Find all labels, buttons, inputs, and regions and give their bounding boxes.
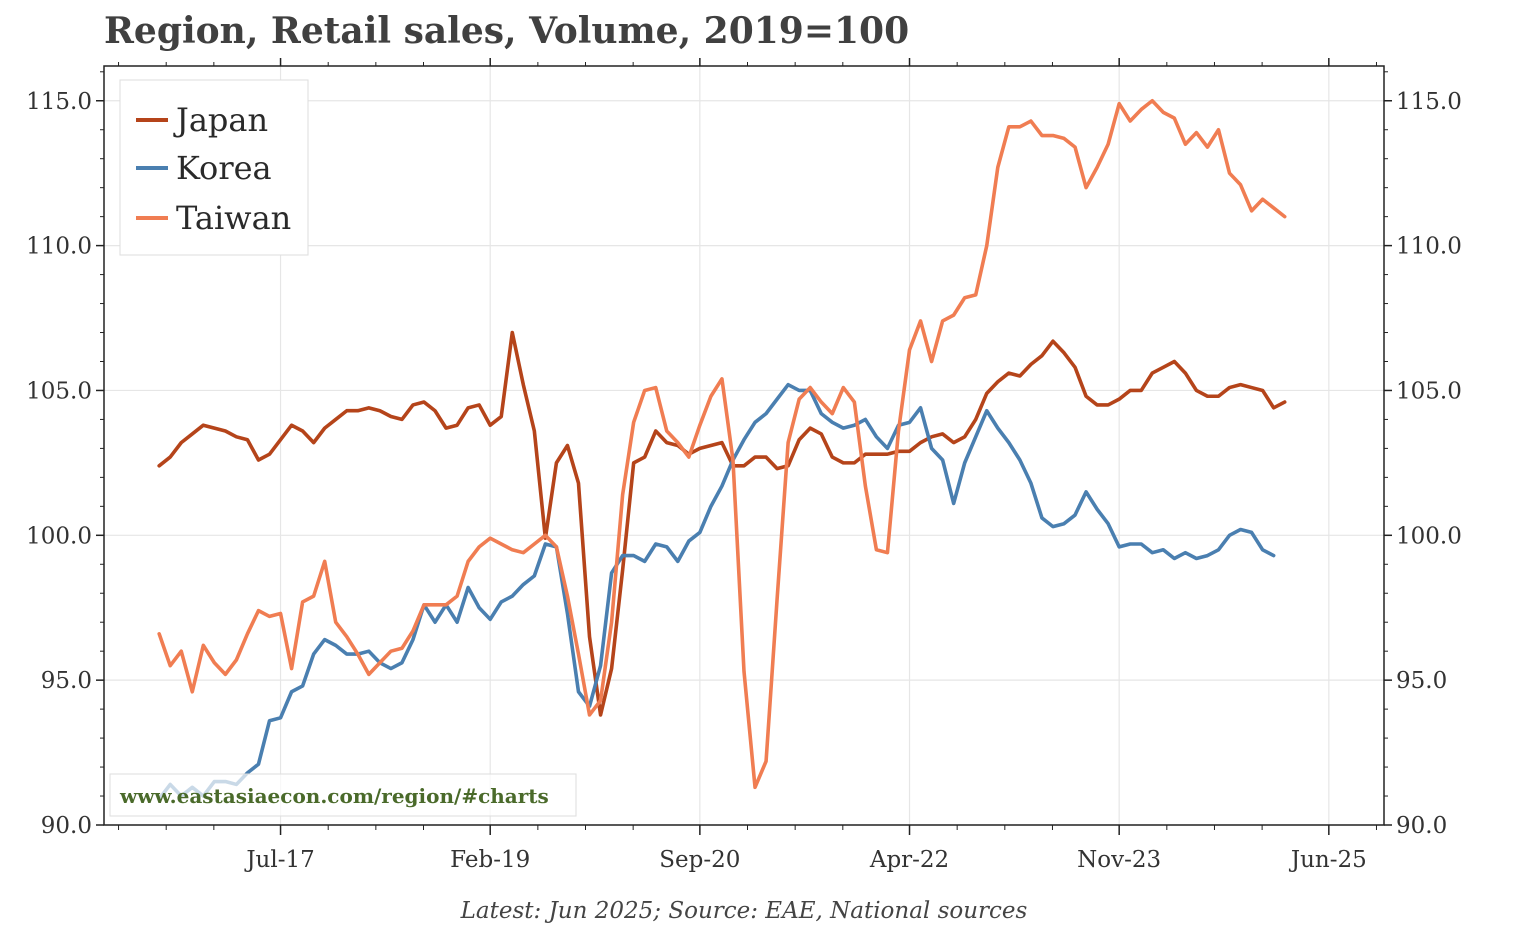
y-tick-label-left: 100.0 bbox=[26, 523, 92, 549]
x-tick-label: Sep-20 bbox=[659, 847, 740, 873]
y-tick-label-left: 95.0 bbox=[41, 668, 92, 694]
legend-label-japan: Japan bbox=[173, 101, 268, 139]
y-tick-label-right: 115.0 bbox=[1396, 89, 1462, 115]
y-tick-label-right: 90.0 bbox=[1396, 813, 1447, 839]
y-tick-label-right: 110.0 bbox=[1396, 234, 1462, 260]
legend-label-korea: Korea bbox=[176, 149, 272, 187]
x-tick-label: Jul-17 bbox=[244, 847, 314, 873]
watermark-background bbox=[109, 773, 577, 817]
y-tick-label-left: 105.0 bbox=[26, 378, 92, 404]
y-tick-label-right: 95.0 bbox=[1396, 668, 1447, 694]
series-line-japan bbox=[157, 330, 1287, 717]
y-tick-label-left: 115.0 bbox=[26, 89, 92, 115]
x-tick-label: Jun-25 bbox=[1289, 847, 1367, 873]
series-line-taiwan bbox=[157, 98, 1287, 790]
axes: 90.0 90.0 95.0 95.0 100.0 100.0 105.0 105.0 110.… bbox=[26, 58, 1462, 873]
y-tick-label-right: 105.0 bbox=[1396, 378, 1462, 404]
y-tick-label-right: 100.0 bbox=[1396, 523, 1462, 549]
legend-label-taiwan: Taiwan bbox=[176, 199, 291, 237]
y-tick-label-left: 90.0 bbox=[41, 813, 92, 839]
series-line-korea bbox=[157, 382, 1276, 801]
chart-title: Region, Retail sales, Volume, 2019=100 bbox=[104, 10, 910, 52]
series-lines bbox=[157, 98, 1287, 801]
watermark-link[interactable]: www.eastasiaecon.com/region/#charts bbox=[119, 784, 549, 808]
x-tick-label: Apr-22 bbox=[869, 847, 949, 873]
watermark-box: www.eastasiaecon.com/region/#charts bbox=[109, 773, 577, 817]
legend: Japan Korea Taiwan bbox=[119, 79, 309, 256]
x-tick-label: Nov-23 bbox=[1077, 847, 1161, 873]
chart-footnote: Latest: Jun 2025; Source: EAE, National … bbox=[460, 898, 1028, 924]
plot-area-frame bbox=[103, 65, 1385, 826]
y-tick-label-left: 110.0 bbox=[26, 234, 92, 260]
x-tick-label: Feb-19 bbox=[450, 847, 530, 873]
